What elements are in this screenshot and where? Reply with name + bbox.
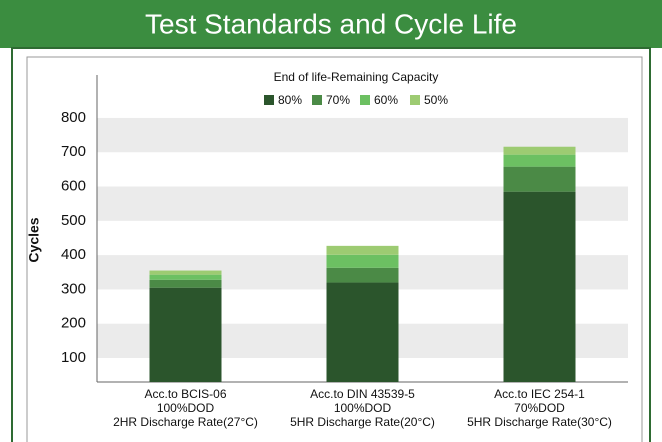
y-axis-label: Cycles: [26, 217, 42, 262]
y-tick-label: 500: [61, 212, 86, 229]
x-tick-label: 2HR Discharge Rate(27°C): [113, 415, 258, 429]
bar-segment: [503, 146, 576, 155]
y-tick-label: 100: [61, 349, 86, 366]
y-tick-label: 200: [61, 315, 86, 332]
x-tick-label: Acc.to DIN 43539-5: [310, 387, 415, 401]
page-title: Test Standards and Cycle Life: [145, 8, 517, 39]
header-bar: [0, 0, 662, 48]
legend-title: End of life-Remaining Capacity: [274, 70, 439, 84]
x-tick-label: Acc.to BCIS-06: [144, 387, 226, 401]
bar-segment: [503, 166, 576, 192]
grid-band: [97, 117, 628, 153]
bar-segment: [326, 254, 399, 268]
y-tick-label: 300: [61, 280, 86, 297]
legend-label: 50%: [424, 93, 448, 107]
legend-swatch: [360, 95, 370, 105]
y-tick-label: 700: [61, 143, 86, 160]
legend-label: 70%: [326, 93, 350, 107]
bar-segment: [326, 245, 399, 255]
bar-segment: [326, 282, 399, 382]
y-tick-label: 400: [61, 246, 86, 263]
x-tick-label: 5HR Discharge Rate(30°C): [467, 415, 612, 429]
x-tick-label: Acc.to IEC 254-1: [494, 387, 585, 401]
y-tick-label: 800: [61, 109, 86, 126]
bar-segment: [149, 279, 222, 288]
legend-label: 80%: [278, 93, 302, 107]
x-tick-label: 100%DOD: [157, 401, 215, 415]
x-tick-label: 70%DOD: [514, 401, 565, 415]
legend-label: 60%: [374, 93, 398, 107]
y-tick-label: 600: [61, 177, 86, 194]
legend-swatch: [312, 95, 322, 105]
bar-segment: [503, 154, 576, 167]
bar-segment: [149, 270, 222, 275]
legend-swatch: [410, 95, 420, 105]
legend-swatch: [264, 95, 274, 105]
x-tick-label: 100%DOD: [334, 401, 392, 415]
x-tick-label: 5HR Discharge Rate(20°C): [290, 415, 435, 429]
bar-segment: [503, 191, 576, 382]
bar-segment: [149, 287, 222, 382]
bar-segment: [149, 274, 222, 280]
bar-segment: [326, 267, 399, 283]
